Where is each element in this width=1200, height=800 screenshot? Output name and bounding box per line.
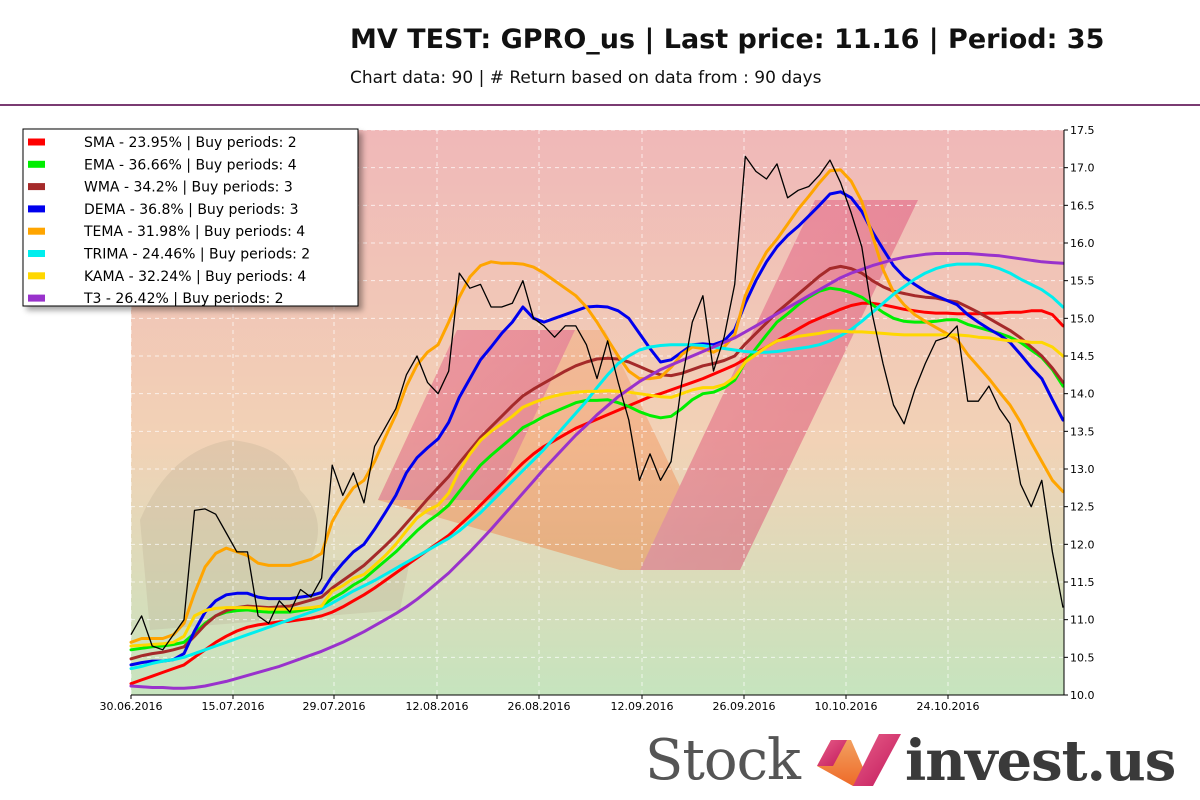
x-tick-label: 12.08.2016 [406, 700, 469, 713]
y-tick-label: 11.5 [1070, 576, 1095, 589]
y-tick-label: 16.0 [1070, 237, 1095, 250]
legend-label: WMA - 34.2% | Buy periods: 3 [84, 180, 293, 196]
price-line [130, 155, 1064, 651]
x-axis: 30.06.2016 15.07.2016 29.07.2016 12.08.2016… [100, 694, 1064, 713]
y-axis: 10.0 10.5 11.0 11.5 12.0 12.5 13.0 13.5 14.0 14.5… [1063, 124, 1095, 702]
legend-swatch [28, 183, 45, 191]
legend-label: EMA - 36.66% | Buy periods: 4 [84, 157, 297, 173]
x-tick-label: 10.10.2016 [815, 700, 878, 713]
logo-stock-text: Stock [645, 728, 801, 793]
stockinvest-logo: Stock invest.us [645, 728, 1185, 794]
legend-swatch [28, 138, 45, 146]
y-tick-label: 13.5 [1070, 425, 1095, 438]
y-tick-label: 10.0 [1070, 689, 1095, 702]
y-tick-label: 15.5 [1070, 275, 1095, 288]
legend-swatch [28, 227, 45, 235]
y-tick-label: 13.0 [1070, 463, 1095, 476]
legend-swatch [28, 294, 45, 302]
legend-label: T3 - 26.42% | Buy periods: 2 [83, 291, 284, 307]
y-tick-label: 12.0 [1070, 538, 1095, 551]
legend-label: KAMA - 32.24% | Buy periods: 4 [84, 269, 306, 285]
legend: SMA - 23.95% | Buy periods: 2 EMA - 36.66… [22, 128, 359, 307]
x-tick-label: 24.10.2016 [917, 700, 980, 713]
y-tick-label: 16.5 [1070, 199, 1095, 212]
legend-swatch [28, 205, 45, 213]
x-tick-label: 29.07.2016 [303, 700, 366, 713]
y-tick-label: 15.0 [1070, 312, 1095, 325]
series-line-1 [129, 286, 1065, 652]
y-tick-label: 11.0 [1070, 614, 1095, 627]
chart-subtitle: Chart data: 90 | # Return based on data … [350, 68, 822, 88]
series-line-4 [129, 168, 1065, 644]
series-line-2 [129, 264, 1065, 661]
x-tick-label: 26.09.2016 [713, 700, 776, 713]
y-tick-label: 14.0 [1070, 388, 1095, 401]
chart-title: MV TEST: GPRO_us | Last price: 11.16 | P… [350, 24, 1105, 55]
y-tick-label: 17.5 [1070, 124, 1095, 137]
logo-check-icon [817, 734, 901, 786]
chart-header: MV TEST: GPRO_us | Last price: 11.16 | P… [0, 0, 1200, 104]
legend-box [22, 128, 359, 307]
y-tick-label: 10.5 [1070, 651, 1095, 664]
legend-label: TRIMA - 24.46% | Buy periods: 2 [83, 247, 310, 263]
y-tick-label: 17.0 [1070, 162, 1095, 175]
series-line-7 [129, 252, 1065, 690]
x-tick-label: 12.09.2016 [611, 700, 674, 713]
legend-label: SMA - 23.95% | Buy periods: 2 [84, 135, 297, 151]
legend-swatch [28, 250, 45, 257]
header-divider [0, 104, 1200, 106]
y-tick-label: 12.5 [1070, 501, 1095, 514]
legend-label: TEMA - 31.98% | Buy periods: 4 [83, 224, 305, 240]
legend-swatch [28, 272, 45, 280]
series-line-3 [129, 190, 1065, 667]
x-tick-label: 30.06.2016 [100, 700, 163, 713]
legend-swatch [28, 160, 45, 168]
logo-invest-text: invest.us [905, 728, 1176, 794]
chart-series [129, 155, 1065, 690]
y-tick-label: 14.5 [1070, 350, 1095, 363]
x-tick-label: 26.08.2016 [508, 700, 571, 713]
legend-label: DEMA - 36.8% | Buy periods: 3 [84, 202, 299, 218]
x-tick-label: 15.07.2016 [202, 700, 265, 713]
series-line-5 [129, 262, 1065, 671]
